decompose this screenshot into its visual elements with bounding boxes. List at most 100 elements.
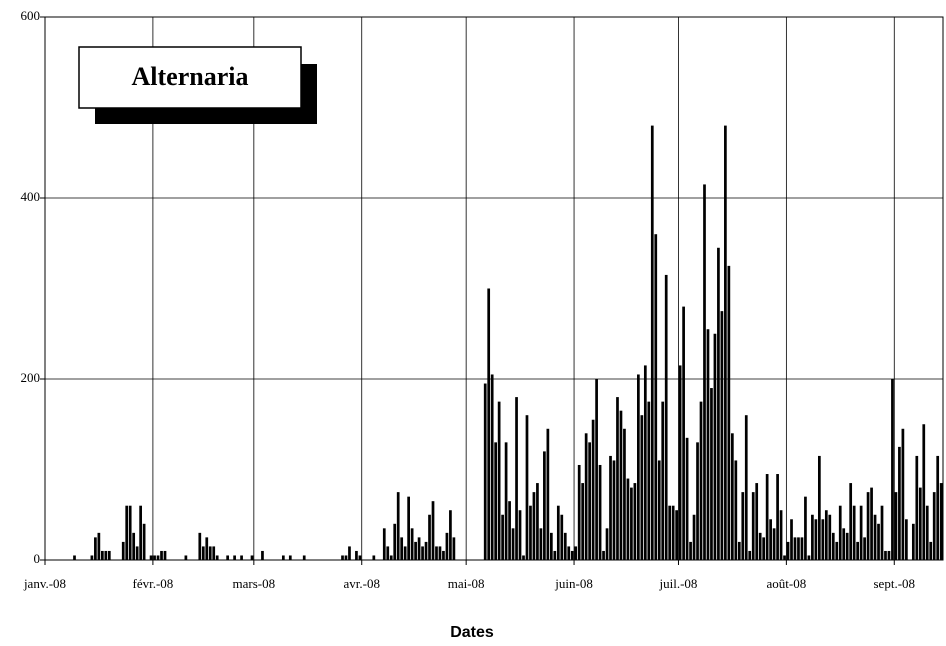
x-tick-label: juin-08	[554, 576, 593, 591]
bar	[536, 483, 539, 560]
bar	[549, 532, 553, 560]
bar	[372, 555, 376, 560]
bar	[657, 460, 661, 560]
bar	[828, 514, 832, 560]
bar	[97, 532, 101, 560]
bar	[602, 550, 605, 560]
bar	[591, 419, 595, 560]
x-tick-label: juil.-08	[659, 576, 698, 591]
bar	[842, 528, 846, 560]
bar	[149, 555, 153, 560]
bar	[703, 184, 706, 561]
bar	[668, 505, 672, 560]
bar	[215, 555, 219, 560]
bar	[250, 555, 254, 560]
bar	[741, 492, 745, 560]
bar	[442, 550, 445, 560]
bar	[494, 442, 498, 560]
bar	[511, 528, 515, 560]
bar	[609, 455, 612, 560]
bar	[553, 550, 557, 560]
bar	[901, 428, 905, 560]
bar	[358, 555, 362, 560]
bar	[226, 555, 230, 560]
bar	[160, 550, 163, 560]
bar	[128, 505, 132, 560]
bar	[497, 401, 501, 560]
bar	[490, 374, 494, 560]
bar	[734, 460, 738, 560]
bar	[751, 492, 755, 560]
bar	[539, 528, 543, 560]
bar	[410, 528, 414, 560]
bar	[821, 519, 825, 560]
bar	[918, 487, 922, 560]
bar	[616, 397, 619, 560]
bar	[661, 401, 665, 560]
y-tick-label: 600	[21, 8, 41, 23]
bar	[929, 541, 933, 560]
bar	[581, 483, 585, 560]
bar	[630, 487, 633, 560]
bar	[922, 424, 926, 560]
bar	[525, 415, 529, 560]
bar	[504, 442, 508, 560]
bar	[783, 555, 786, 560]
bar	[706, 329, 710, 560]
bar	[671, 505, 675, 560]
bar	[863, 537, 866, 560]
bar	[776, 474, 779, 560]
x-tick-label: janv.-08	[23, 576, 66, 591]
bar	[650, 125, 654, 560]
bar	[107, 550, 111, 560]
bar	[936, 455, 940, 560]
bar	[567, 546, 571, 560]
bar	[814, 519, 818, 560]
bar	[100, 550, 104, 560]
bar	[605, 528, 609, 560]
bar	[800, 537, 804, 560]
bar	[142, 523, 146, 560]
bar	[612, 460, 616, 560]
bar	[755, 483, 759, 560]
bar	[932, 492, 936, 560]
bar	[90, 555, 94, 560]
bar	[675, 510, 679, 560]
bar	[730, 433, 734, 560]
bar	[417, 537, 421, 560]
bar	[870, 487, 873, 560]
bar	[654, 234, 658, 560]
x-tick-label: avr.-08	[344, 576, 380, 591]
bar	[762, 537, 766, 560]
bar	[678, 365, 682, 560]
bar	[560, 514, 564, 560]
bar	[769, 519, 772, 560]
bar	[233, 555, 236, 560]
bar	[647, 401, 651, 560]
bar	[431, 501, 435, 560]
bar	[386, 546, 390, 560]
bar	[438, 546, 442, 560]
bar	[73, 555, 76, 560]
bar	[685, 437, 689, 560]
y-tick-label: 400	[21, 189, 41, 204]
bar	[382, 528, 386, 560]
bar	[873, 514, 877, 560]
bar	[428, 514, 431, 560]
bar	[595, 379, 598, 560]
bar	[125, 505, 129, 560]
bar	[915, 455, 919, 560]
bar	[696, 442, 699, 560]
bar	[682, 306, 685, 560]
bar	[208, 546, 212, 560]
bar	[849, 483, 853, 560]
x-tick-label: févr.-08	[133, 576, 174, 591]
bar	[94, 537, 97, 560]
bar	[891, 379, 894, 560]
title-box	[78, 46, 302, 109]
bar	[790, 519, 793, 560]
bar	[529, 505, 532, 560]
bar	[664, 274, 668, 560]
